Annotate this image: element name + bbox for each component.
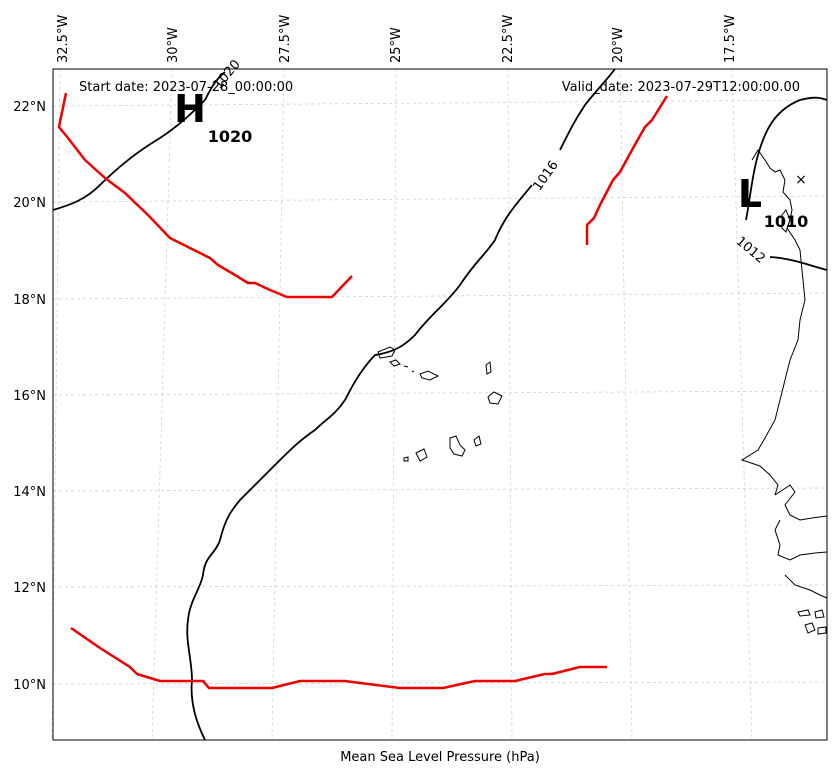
- lon-gridline: [507, 68, 513, 741]
- island-sao-nicolau: [419, 370, 440, 381]
- high-pressure-symbol: H: [174, 87, 206, 131]
- start-date-label: Start date: 2023-07-28_00:00:00: [79, 80, 293, 95]
- coast-dakar-detail: [781, 209, 791, 233]
- lat-tick-label: 16°N: [13, 389, 46, 404]
- low-center-marker-icon: ×: [795, 172, 807, 188]
- coast-guinea-islands: [797, 609, 827, 635]
- lat-tick-label: 14°N: [13, 485, 46, 500]
- coast-gambia: [774, 519, 828, 561]
- island-maio: [473, 435, 482, 447]
- island-santo-antao: [377, 346, 396, 359]
- lat-tick-label: 22°N: [13, 100, 46, 115]
- map-frame: [52, 68, 828, 741]
- lat-tick-label: 18°N: [13, 293, 46, 308]
- isobar-1016: [52, 71, 226, 211]
- island-sao-vicente: [389, 359, 401, 367]
- graticule: [51, 68, 828, 741]
- lat-gridline: [52, 487, 828, 492]
- contour-label: 1016: [530, 158, 561, 194]
- lat-gridline: [52, 195, 828, 203]
- lat-tick-label: 12°N: [13, 581, 46, 596]
- lat-tick-label: 10°N: [13, 678, 46, 693]
- lon-tick-label: 22.5°W: [501, 15, 516, 63]
- front-line-south: [70, 626, 607, 690]
- island-brava: [403, 456, 409, 462]
- coast-senegal: [774, 484, 828, 521]
- island-boa-vista: [487, 391, 503, 405]
- lat-gridline: [52, 681, 828, 685]
- island-fogo: [415, 448, 428, 462]
- lat-gridline: [52, 390, 828, 396]
- africa-coastline: [740, 149, 828, 635]
- isobar-1012: [745, 96, 828, 221]
- valid-date-label: Valid_date: 2023-07-29T12:00:00.00: [562, 80, 800, 95]
- lon-tick-label: 25°W: [389, 27, 404, 63]
- isobar-1016-main: [186, 68, 616, 741]
- fronts: [57, 92, 669, 690]
- lon-tick-label: 27.5°W: [278, 15, 293, 63]
- island-santiago: [449, 435, 466, 457]
- island-santa-luzia: [403, 365, 415, 373]
- high-pressure-value: 1020: [208, 127, 253, 146]
- lon-tick-label: 30°W: [166, 27, 181, 63]
- lon-tick-label: 17.5°W: [723, 15, 738, 63]
- lat-gridline: [52, 584, 828, 588]
- axis-label: Mean Sea Level Pressure (hPa): [340, 750, 540, 765]
- low-pressure-value: 1010: [764, 212, 809, 231]
- coast-mauritania: [740, 149, 806, 496]
- lon-gridline: [391, 68, 397, 741]
- front-line-northwest: [57, 92, 353, 299]
- cape-verde-islands: [377, 346, 503, 462]
- low-pressure-symbol: L: [738, 172, 762, 216]
- lon-gridline: [619, 68, 633, 741]
- lon-tick-label: 32.5°W: [56, 15, 71, 63]
- lat-tick-label: 20°N: [13, 196, 46, 211]
- lat-gridline: [52, 99, 828, 107]
- lon-tick-label: 20°W: [611, 27, 626, 63]
- coast-guinea-bissau: [784, 574, 828, 599]
- isobars: [52, 68, 828, 741]
- isobar-1012-lower: [769, 256, 828, 271]
- lon-gridline: [151, 68, 173, 741]
- island-sal: [485, 361, 492, 375]
- lon-gridline: [731, 68, 753, 741]
- lat-gridline: [52, 292, 828, 300]
- front-line-northeast: [585, 95, 669, 245]
- lon-gridline: [271, 68, 285, 741]
